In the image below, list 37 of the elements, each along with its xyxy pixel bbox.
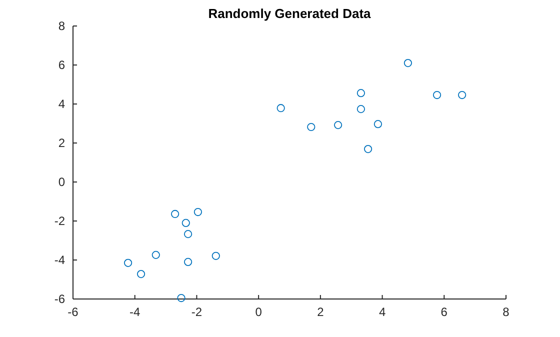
x-tick-label: 8 (502, 305, 510, 319)
chart-title: Randomly Generated Data (208, 6, 372, 21)
point (182, 218, 190, 227)
point (307, 122, 316, 132)
y-tick-label: 0 (58, 175, 66, 189)
point (124, 258, 132, 267)
x-tick-label: -2 (191, 305, 202, 319)
point (184, 258, 192, 266)
y-tick-label: -6 (54, 292, 66, 306)
point (177, 294, 186, 302)
point (152, 250, 160, 259)
y-tick-label: 4 (58, 97, 66, 111)
point (171, 210, 180, 218)
point (364, 144, 372, 154)
y-tick-label: 2 (58, 136, 66, 150)
point (334, 121, 342, 130)
y-tick-label: -4 (54, 253, 66, 267)
x-tick-label: -6 (68, 305, 79, 319)
point (374, 120, 382, 128)
point (432, 90, 442, 100)
x-tick-label: -4 (130, 305, 141, 319)
y-tick-label: 6 (58, 58, 66, 72)
x-tick-label: 6 (440, 305, 448, 319)
point (136, 270, 146, 278)
x-tick-label: 2 (317, 305, 324, 319)
point (194, 208, 202, 216)
y-tick-label: -2 (54, 214, 66, 228)
x-tick-label: 0 (255, 305, 262, 319)
point (212, 252, 220, 260)
point (184, 230, 192, 238)
point (356, 89, 365, 98)
point (404, 59, 412, 68)
point (356, 105, 365, 114)
y-tick-label: 8 (58, 19, 66, 33)
point (458, 90, 466, 100)
x-tick-label: 4 (378, 305, 386, 319)
point (276, 104, 285, 112)
